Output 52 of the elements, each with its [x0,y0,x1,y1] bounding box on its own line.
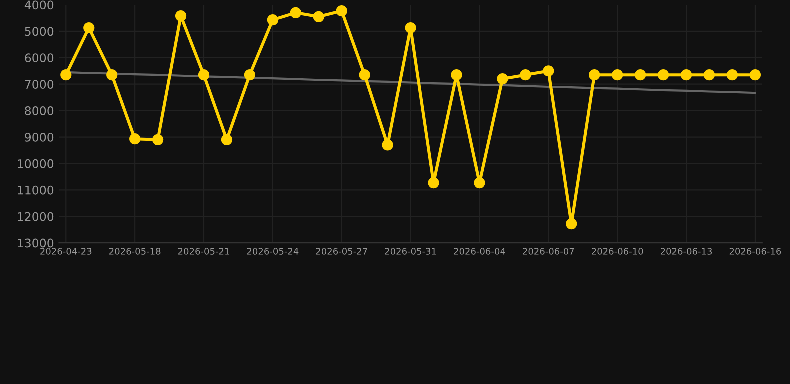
point [658,70,670,81]
x-tick-label: 2026-05-27 [316,248,368,255]
y-tick-label: 8000 [25,106,54,116]
point [520,70,532,81]
point [497,74,508,85]
point [130,134,141,145]
point [726,70,738,81]
y-tick-label: 6000 [25,54,54,63]
y-tick-label: 12000 [18,212,54,222]
x-tick-label: 2026-06-13 [660,248,712,255]
point [382,140,394,151]
point [290,7,302,18]
point [221,134,233,146]
point [543,66,554,77]
point [336,6,348,17]
y-tick-label: 11000 [18,186,54,195]
point [313,11,324,22]
point [750,70,762,81]
point [60,70,72,81]
point [359,70,370,81]
point [84,22,95,34]
y-tick-label: 10000 [18,159,54,168]
point [405,22,416,34]
point [244,70,256,81]
x-tick-label: 2026-06-16 [730,248,782,255]
point [451,70,462,81]
y-tick-label: 5000 [25,27,54,36]
x-tick-label: 2026-06-10 [592,248,644,255]
point [612,70,624,81]
y-tick-label: 9000 [25,132,54,142]
point [267,14,278,26]
point [566,218,578,230]
x-tick-label: 2026-04-23 [40,248,92,255]
x-tick-label: 2026-05-31 [385,248,436,255]
x-tick-label: 2026-06-07 [523,248,574,255]
point [474,177,486,189]
point [175,10,187,22]
x-tick-label: 2026-05-21 [178,248,230,255]
point [680,70,692,81]
point [589,70,600,81]
point [198,70,210,81]
point [704,70,716,81]
point [428,177,440,189]
y-tick-label: 13000 [18,238,54,248]
point [106,70,118,81]
x-tick-label: 2026-05-24 [247,248,299,255]
point [152,134,164,146]
y-tick-label: 7000 [25,80,54,90]
point [635,70,646,81]
x-tick-label: 2026-05-18 [110,248,161,255]
x-tick-label: 2026-06-04 [454,248,506,255]
y-tick-label: 4000 [24,0,54,10]
